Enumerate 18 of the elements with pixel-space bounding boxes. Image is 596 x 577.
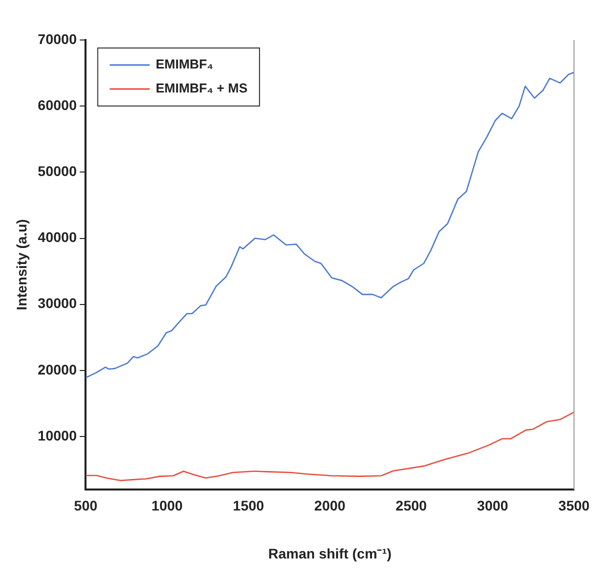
y-tick-label: 10000 bbox=[38, 427, 77, 444]
y-tick-label: 70000 bbox=[38, 30, 77, 47]
y-tick-label: 50000 bbox=[38, 163, 77, 180]
y-tick-label: 30000 bbox=[38, 295, 77, 312]
y-tick-label: 60000 bbox=[38, 96, 77, 113]
x-tick-label: 500 bbox=[74, 498, 98, 514]
y-tick-label: 40000 bbox=[38, 229, 77, 246]
x-axis-title: Raman shift (cm⁻¹) bbox=[268, 545, 392, 562]
legend-label: EMIMBF₄ bbox=[156, 56, 214, 72]
x-tick-label: 2500 bbox=[396, 498, 428, 514]
y-tick-label: 20000 bbox=[38, 361, 77, 378]
y-axis-title: Intensity (a.u) bbox=[13, 219, 30, 310]
x-tick-label: 3500 bbox=[558, 498, 590, 514]
legend-label: EMIMBF₄ + MS bbox=[156, 80, 248, 96]
x-tick-label: 3000 bbox=[477, 498, 508, 514]
x-tick-label: 1500 bbox=[232, 498, 264, 514]
x-tick-label: 2000 bbox=[314, 498, 346, 514]
x-tick-label: 1000 bbox=[152, 498, 183, 514]
